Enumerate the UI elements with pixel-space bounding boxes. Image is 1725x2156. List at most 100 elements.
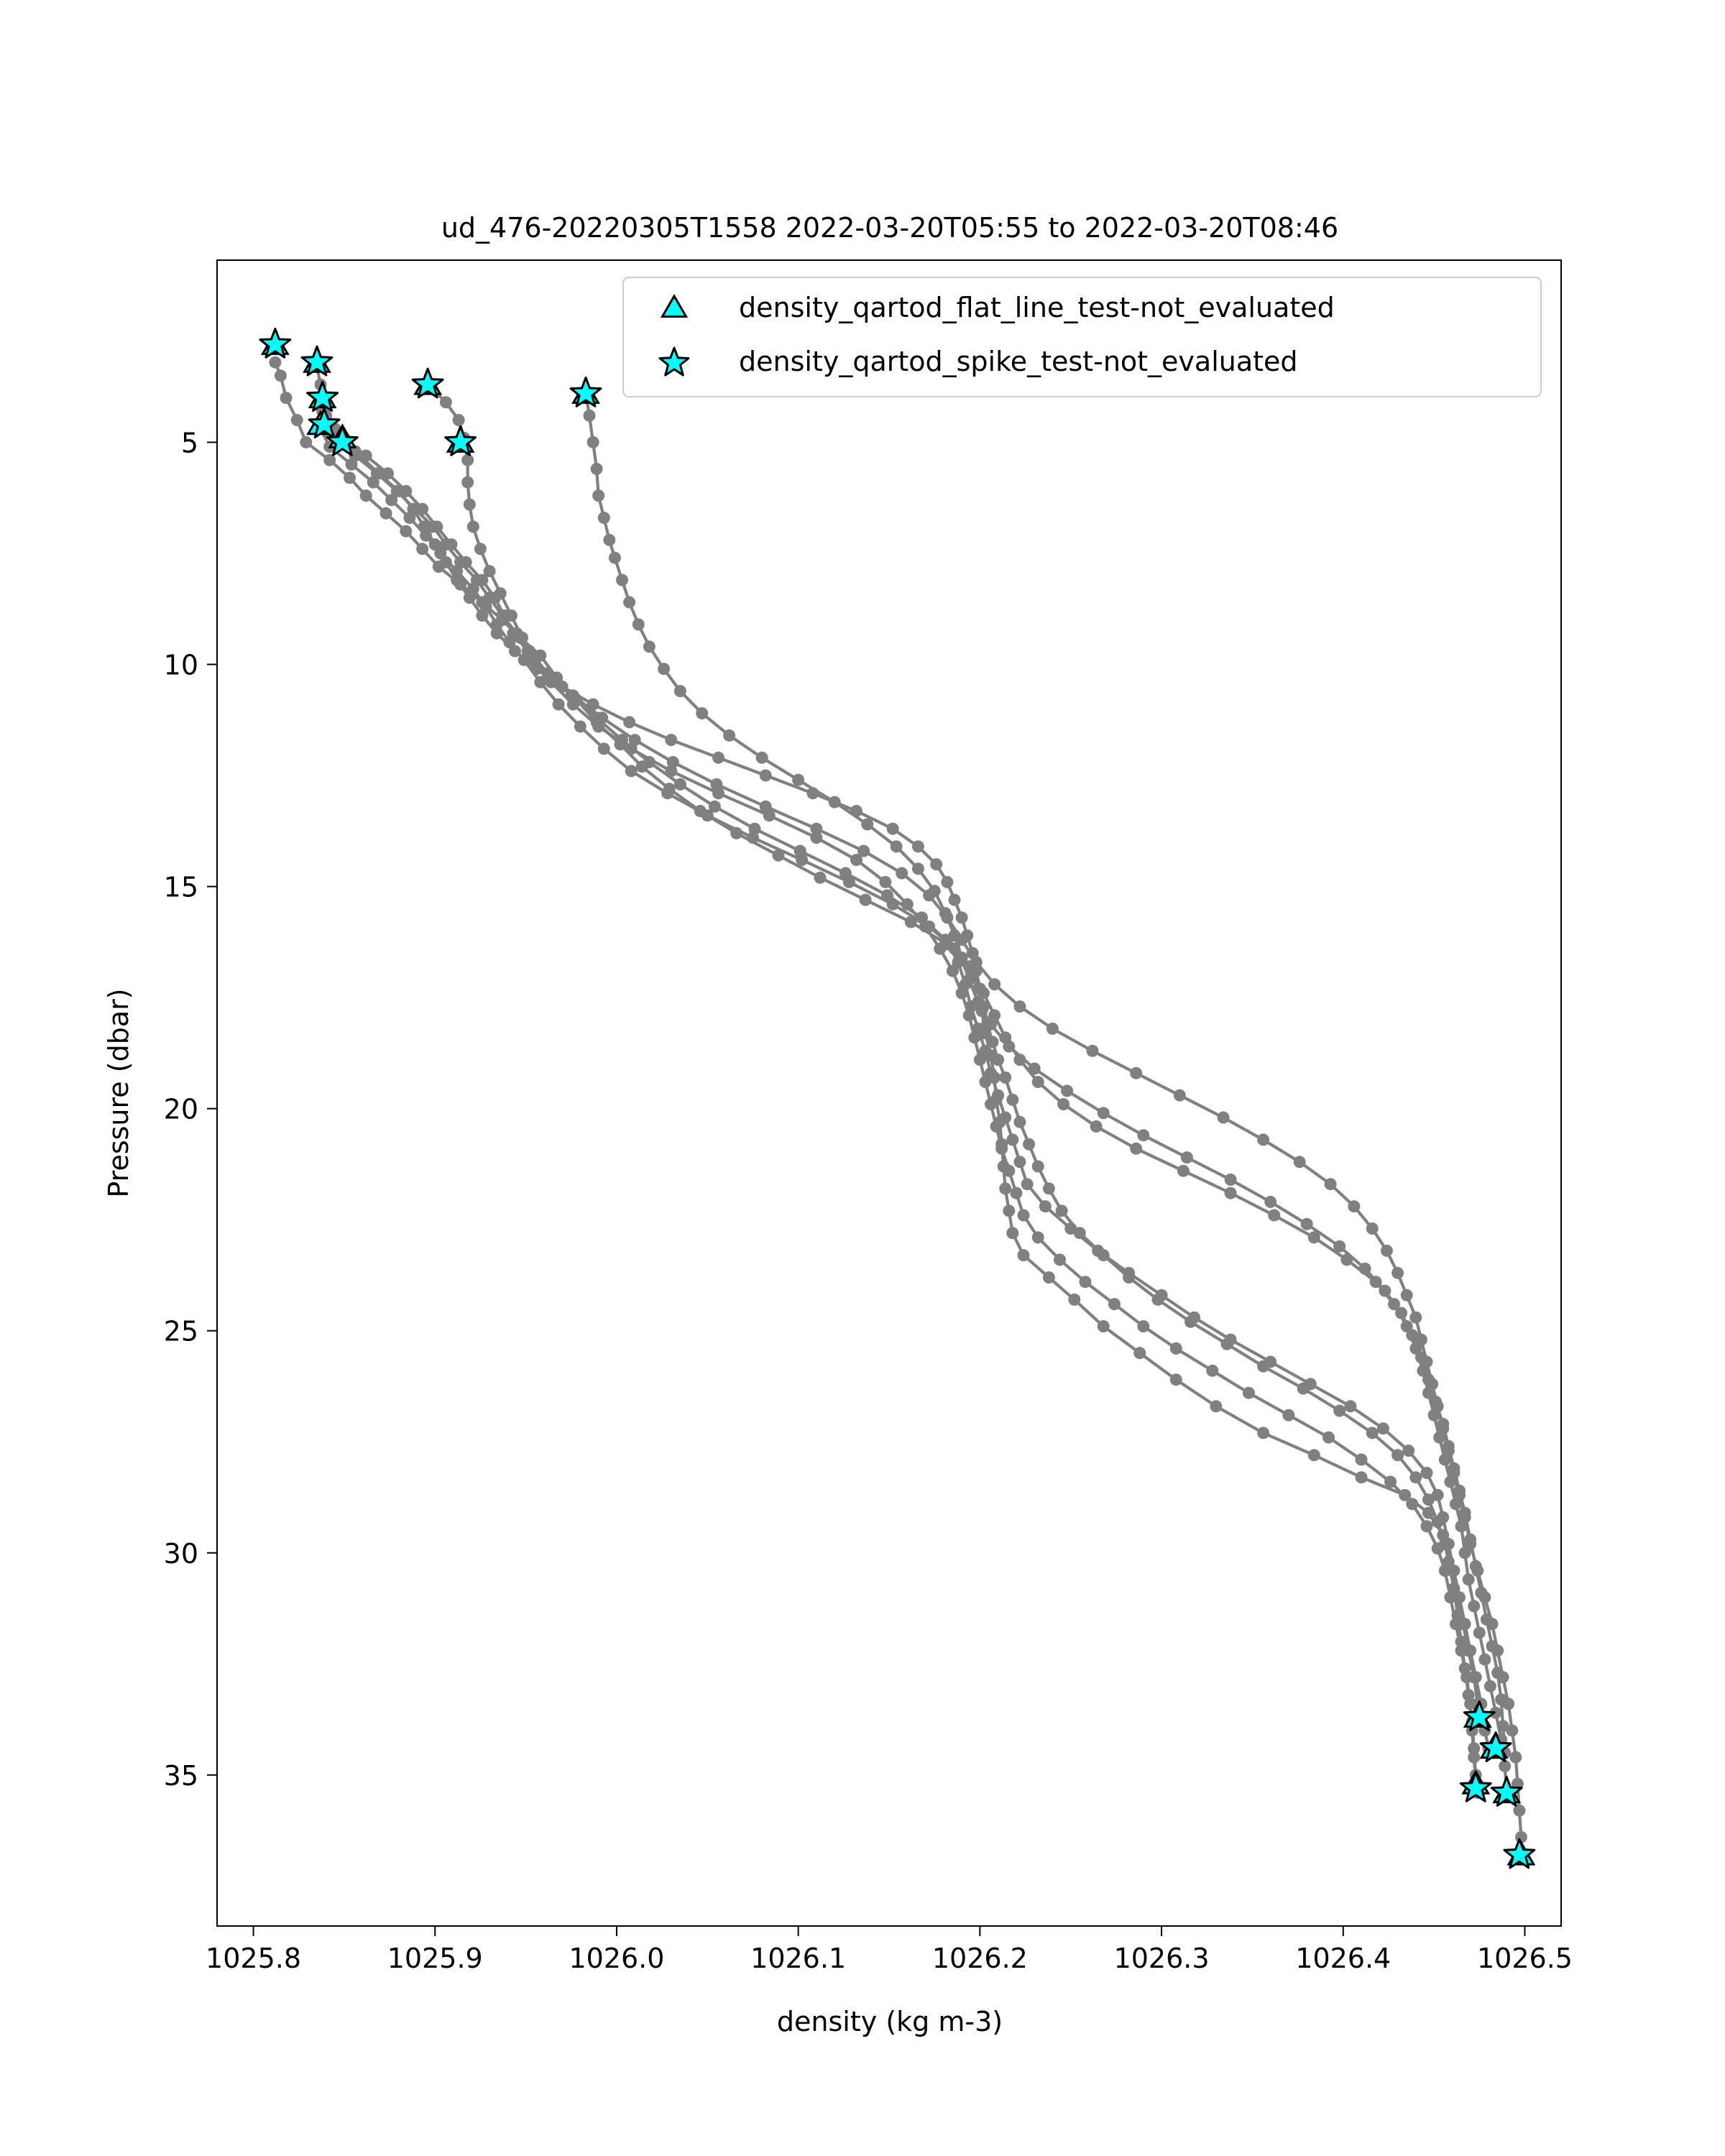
profile-point (955, 911, 968, 924)
profile-point (1097, 1249, 1110, 1262)
profile-point (1453, 1484, 1466, 1497)
profile-point (1458, 1506, 1471, 1519)
profile-point (861, 818, 874, 831)
spike-flag-marker (569, 376, 602, 407)
legend-label-flat-line: density_qartod_flat_line_test-not_evalua… (739, 292, 1335, 323)
x-tick-label: 1026.5 (1477, 1943, 1573, 1974)
y-tick-label: 10 (164, 650, 198, 681)
profile-point (1468, 1742, 1481, 1755)
profile-point (796, 854, 809, 866)
profile-point (806, 787, 819, 800)
spike-flag-marker (259, 327, 292, 359)
plot-frame (216, 259, 1562, 1927)
profile-point (1366, 1222, 1379, 1235)
profile-point (792, 773, 805, 786)
profile-point (494, 587, 507, 600)
profile-point (451, 573, 464, 586)
profile-point (1017, 1209, 1030, 1222)
profile-point (385, 494, 398, 507)
profile-point (274, 369, 287, 382)
profile-point (1409, 1342, 1422, 1355)
profile-point (1355, 1453, 1368, 1466)
profile-point (459, 556, 472, 568)
profile-point (1169, 1373, 1182, 1386)
profile-point (1054, 1253, 1066, 1266)
profile-point (1379, 1284, 1392, 1297)
profile-point (439, 396, 452, 409)
profile-point (1264, 1195, 1277, 1208)
profile-point (1097, 1320, 1110, 1332)
profile-point (919, 920, 932, 933)
profile-point (407, 502, 420, 515)
profile-point (1348, 1200, 1361, 1213)
profile-point (979, 1044, 992, 1057)
profile-point (1468, 1600, 1481, 1613)
profile-point (1169, 1342, 1182, 1355)
profile-point (474, 543, 487, 556)
profile-point (1210, 1400, 1223, 1413)
profile-point (643, 756, 656, 768)
profile-point (505, 609, 518, 622)
profile-point (962, 973, 975, 986)
profile-point (759, 769, 772, 782)
profile-point (665, 765, 678, 778)
profile-point (999, 1071, 1012, 1084)
profile-point (1455, 1644, 1468, 1657)
profile-point (961, 929, 974, 942)
profile-point (344, 471, 356, 484)
profile-point (367, 476, 380, 489)
profile-point (992, 1054, 1005, 1067)
profile-point (661, 787, 674, 800)
profile-point (673, 685, 686, 698)
profile-point (1392, 1449, 1404, 1462)
profile-point (1420, 1520, 1433, 1533)
profile-point (1257, 1360, 1270, 1373)
y-axis: 5 10 15 20 25 30 35 (164, 427, 217, 1792)
profile-point (1242, 1386, 1255, 1399)
profile-point (1130, 1067, 1143, 1079)
profile-point (990, 1120, 1003, 1133)
profile-point (810, 822, 823, 835)
profile-point (1422, 1373, 1435, 1386)
y-tick-label: 35 (164, 1760, 198, 1792)
spike-flag-marker (1490, 1776, 1523, 1807)
profile-point (1180, 1151, 1193, 1164)
profile-point (763, 809, 776, 822)
profile-point (269, 356, 282, 369)
flag-markers (259, 327, 1536, 1869)
profile-point (566, 689, 579, 702)
profile-point (1333, 1240, 1346, 1253)
profile-point (1017, 1249, 1030, 1262)
profile-point (1414, 1351, 1427, 1364)
legend-label-spike: density_qartod_spike_test-not_evaluated (739, 346, 1298, 377)
profile-point (1042, 1271, 1055, 1284)
profile-point (999, 1182, 1012, 1195)
profile-point (380, 507, 392, 520)
profile-point (508, 645, 521, 658)
y-tick-label: 20 (164, 1094, 198, 1125)
profile-point (1495, 1693, 1508, 1706)
spike-flag-marker (1459, 1771, 1492, 1802)
profile-point (1257, 1427, 1270, 1439)
profile-point (1340, 1253, 1353, 1266)
profile-point (1442, 1439, 1455, 1452)
profile-point (490, 618, 503, 631)
spike-flag-marker (300, 345, 334, 377)
profile-point (911, 862, 924, 875)
profile-point (755, 751, 768, 764)
profile-point (986, 1036, 999, 1049)
profile-point (1173, 1089, 1186, 1102)
spike-flag-marker (411, 367, 444, 399)
profile-point (345, 458, 358, 471)
profile-point (516, 631, 528, 644)
profile-point (323, 453, 336, 466)
profile-point (859, 893, 872, 906)
profile-point (1478, 1653, 1491, 1666)
profile-point (1137, 1320, 1150, 1332)
profile-point (1006, 1227, 1019, 1240)
profile-point (545, 676, 558, 688)
x-tick-label: 1025.9 (387, 1943, 483, 1974)
profile-point (1297, 1382, 1310, 1395)
profile-point (1455, 1635, 1468, 1648)
legend: density_qartod_flat_line_test-not_evalua… (622, 277, 1542, 397)
